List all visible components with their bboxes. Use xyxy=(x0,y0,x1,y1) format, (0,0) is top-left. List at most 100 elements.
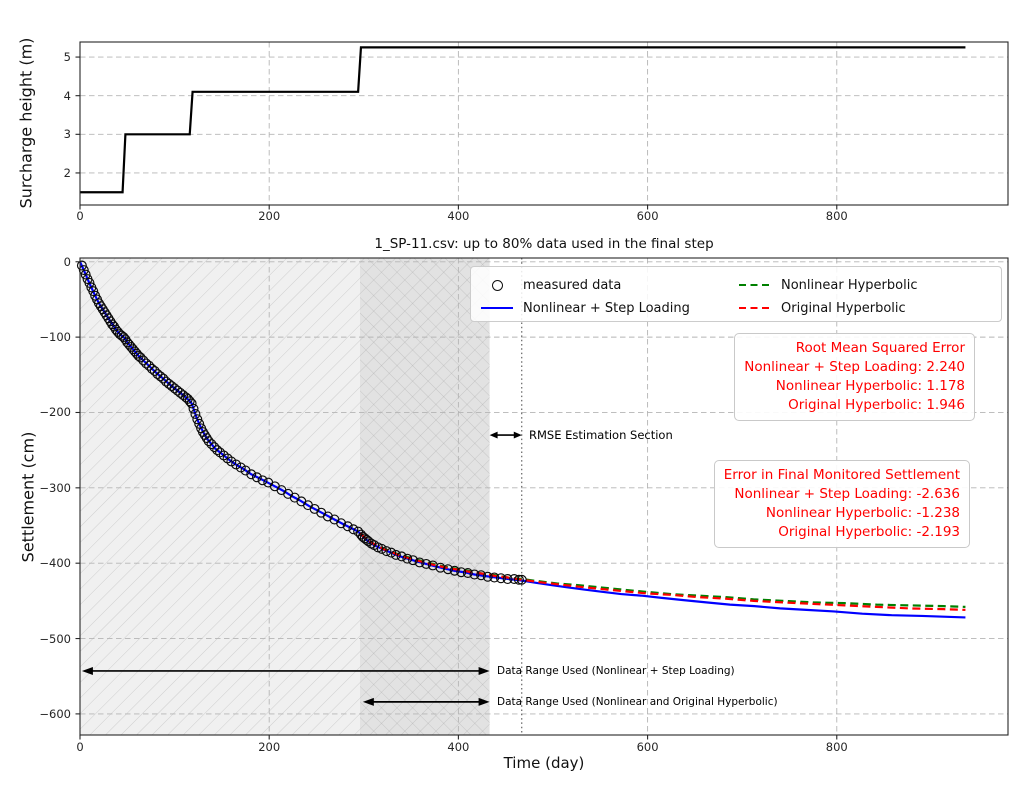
measured-point xyxy=(402,553,413,564)
green-dashed-line-icon xyxy=(737,283,773,287)
measured-point xyxy=(149,366,160,377)
bottom-x-tick-label: 600 xyxy=(636,740,659,754)
measured-point xyxy=(386,547,397,558)
bottom-x-tick-label: 200 xyxy=(258,740,281,754)
bottom-y-tick-label: −200 xyxy=(39,405,71,420)
range-step-arrow-head xyxy=(81,666,93,675)
rmse-nonlinear-hyperbolic-value: Nonlinear Hyperbolic: 1.178 xyxy=(775,378,965,394)
measured-point xyxy=(336,518,347,529)
legend-label: Original Hyperbolic xyxy=(781,300,906,316)
bottom-y-axis-label: Settlement (cm) xyxy=(18,431,38,563)
top-x-tick-label: 200 xyxy=(258,209,281,223)
rmse-section-arrow-head xyxy=(513,431,522,439)
measured-point xyxy=(495,573,506,584)
measured-point xyxy=(209,442,220,453)
top-y-tick-label: 5 xyxy=(63,50,71,65)
measured-point xyxy=(201,433,212,444)
measured-point xyxy=(482,571,493,582)
top-x-tick-label: 400 xyxy=(447,209,470,223)
error-nonlinear-hyperbolic-value: Nonlinear Hyperbolic: -1.238 xyxy=(765,505,960,521)
measured-point xyxy=(390,549,401,560)
measured-point xyxy=(84,277,95,288)
data-range-step-loading-annotation: Data Range Used (Nonlinear + Step Loadin… xyxy=(497,665,735,677)
rmse-results-box: Root Mean Squared Error Nonlinear + Step… xyxy=(734,333,975,421)
error-box-title: Error in Final Monitored Settlement xyxy=(723,467,960,483)
measured-point xyxy=(427,560,438,571)
rmse-step-loading-value: Nonlinear + Step Loading: 2.240 xyxy=(744,359,965,375)
rmse-box-title: Root Mean Squared Error xyxy=(795,340,965,356)
range-hyperbolic-arrow-head xyxy=(478,697,490,706)
measured-point xyxy=(513,574,524,585)
final-settlement-error-box: Error in Final Monitored Settlement Nonl… xyxy=(713,460,970,548)
measured-point xyxy=(80,269,91,280)
measured-point xyxy=(257,475,268,486)
measured-point xyxy=(76,260,87,271)
span-hyperbolic-range-hatch xyxy=(360,258,490,735)
measured-point xyxy=(194,418,205,429)
measured-point xyxy=(414,557,425,568)
legend-item-step-loading: Nonlinear + Step Loading xyxy=(479,298,690,318)
bottom-y-tick-label: −600 xyxy=(39,706,71,721)
measured-point xyxy=(88,286,99,297)
top-axes-frame xyxy=(79,41,1009,206)
bottom-x-tick-label: 800 xyxy=(825,740,848,754)
measured-point xyxy=(435,562,446,573)
top-x-tick-label: 600 xyxy=(636,209,659,223)
measured-point xyxy=(251,472,262,483)
rmse-original-hyperbolic-value: Original Hyperbolic: 1.946 xyxy=(788,397,965,413)
measured-point xyxy=(376,543,387,554)
rmse-section-annotation: RMSE Estimation Section xyxy=(529,428,673,442)
measured-point xyxy=(462,568,473,578)
measured-point xyxy=(443,564,453,575)
measured-point xyxy=(355,529,366,540)
legend-item-nonlinear-hyperbolic: Nonlinear Hyperbolic xyxy=(737,275,917,295)
measured-point xyxy=(138,355,149,366)
measured-point xyxy=(135,352,146,363)
legend-label: Nonlinear + Step Loading xyxy=(523,300,690,316)
measured-point xyxy=(158,373,169,384)
measured-point xyxy=(144,360,155,371)
measured-point xyxy=(456,567,467,578)
red-dashed-line-icon xyxy=(737,306,773,310)
measured-point xyxy=(131,348,142,359)
measured-point xyxy=(186,398,197,409)
solid-line-icon xyxy=(479,307,515,309)
measured-point xyxy=(146,363,157,374)
measured-point xyxy=(381,546,392,557)
data-range-hyperbolic-annotation: Data Range Used (Nonlinear and Original … xyxy=(497,696,778,708)
bottom-y-tick-label: −100 xyxy=(39,330,71,345)
bottom-y-tick-label: 0 xyxy=(63,254,71,269)
chart-title: 1_SP-11.csv: up to 80% data used in the … xyxy=(374,236,714,252)
measured-point xyxy=(188,403,199,414)
measured-point xyxy=(489,572,500,583)
measured-point xyxy=(203,436,214,447)
bottom-y-tick-label: −400 xyxy=(39,556,71,571)
measured-point xyxy=(141,358,152,369)
measured-point xyxy=(396,551,407,562)
measured-point xyxy=(180,392,191,403)
top-y-tick-label: 2 xyxy=(63,165,71,180)
top-x-tick-label: 800 xyxy=(825,209,848,223)
bottom-y-tick-label: −500 xyxy=(39,631,71,646)
top-x-tick-label: 0 xyxy=(76,209,84,223)
measured-point xyxy=(322,511,333,522)
measured-point xyxy=(469,569,480,580)
measured-point xyxy=(421,558,432,569)
nonlinear-step-loading-line xyxy=(78,261,966,619)
measured-point xyxy=(206,439,217,450)
measured-point xyxy=(476,570,487,581)
rmse-section-arrow-head xyxy=(489,431,498,439)
measured-point xyxy=(192,414,203,425)
bottom-x-tick-label: 400 xyxy=(447,740,470,754)
legend-item-original-hyperbolic: Original Hyperbolic xyxy=(737,298,906,318)
bottom-x-tick-label: 0 xyxy=(76,740,84,754)
measured-point xyxy=(246,469,257,480)
x-axis-label: Time (day) xyxy=(503,754,585,772)
legend-label: measured data xyxy=(523,277,622,293)
circle-marker-icon xyxy=(479,279,515,291)
legend-item-measured-data: measured data xyxy=(479,275,621,295)
measured-point xyxy=(502,574,513,584)
measured-point xyxy=(449,565,460,576)
